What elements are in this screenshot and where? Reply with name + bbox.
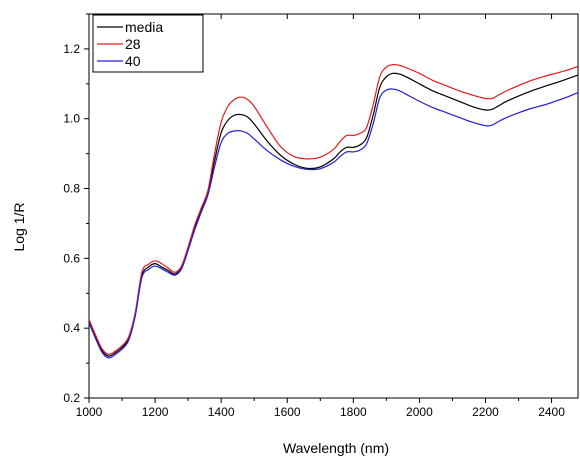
- x-tick-label: 2200: [472, 405, 499, 419]
- series-line-1: [88, 72, 579, 357]
- x-tick-label: 2000: [406, 405, 433, 419]
- y-tick-label: 0.4: [63, 321, 80, 335]
- y-tick-label: 1.2: [63, 42, 80, 56]
- series-line-2: [88, 63, 579, 355]
- x-axis-title: Wavelength (nm): [283, 440, 389, 456]
- y-tick-label: 0.2: [63, 391, 80, 405]
- axis-ticks: [84, 13, 553, 403]
- plot-frame: [88, 13, 579, 399]
- series-layer: [88, 63, 579, 359]
- x-tick-label: 1200: [142, 405, 169, 419]
- series-line-3: [88, 88, 579, 359]
- x-tick-label: 2400: [538, 405, 565, 419]
- x-tick-label: 1400: [208, 405, 235, 419]
- x-tick-label: 1600: [274, 405, 301, 419]
- legend-label: media: [125, 19, 163, 35]
- x-tick-label: 1000: [76, 405, 103, 419]
- legend-label: 40: [125, 53, 141, 69]
- x-tick-label: 1800: [340, 405, 367, 419]
- plot-area-border: [88, 13, 579, 399]
- y-tick-label: 0.8: [63, 182, 80, 196]
- y-tick-label: 1.0: [63, 112, 80, 126]
- axis-tick-labels: 1000 1200 1400 1600 1800 2000 2200 2400 0.2 0.4 0.…: [63, 42, 565, 419]
- y-tick-label: 0.6: [63, 251, 80, 265]
- legend-label: 28: [125, 36, 141, 52]
- y-axis-title: Log 1/R: [11, 202, 27, 251]
